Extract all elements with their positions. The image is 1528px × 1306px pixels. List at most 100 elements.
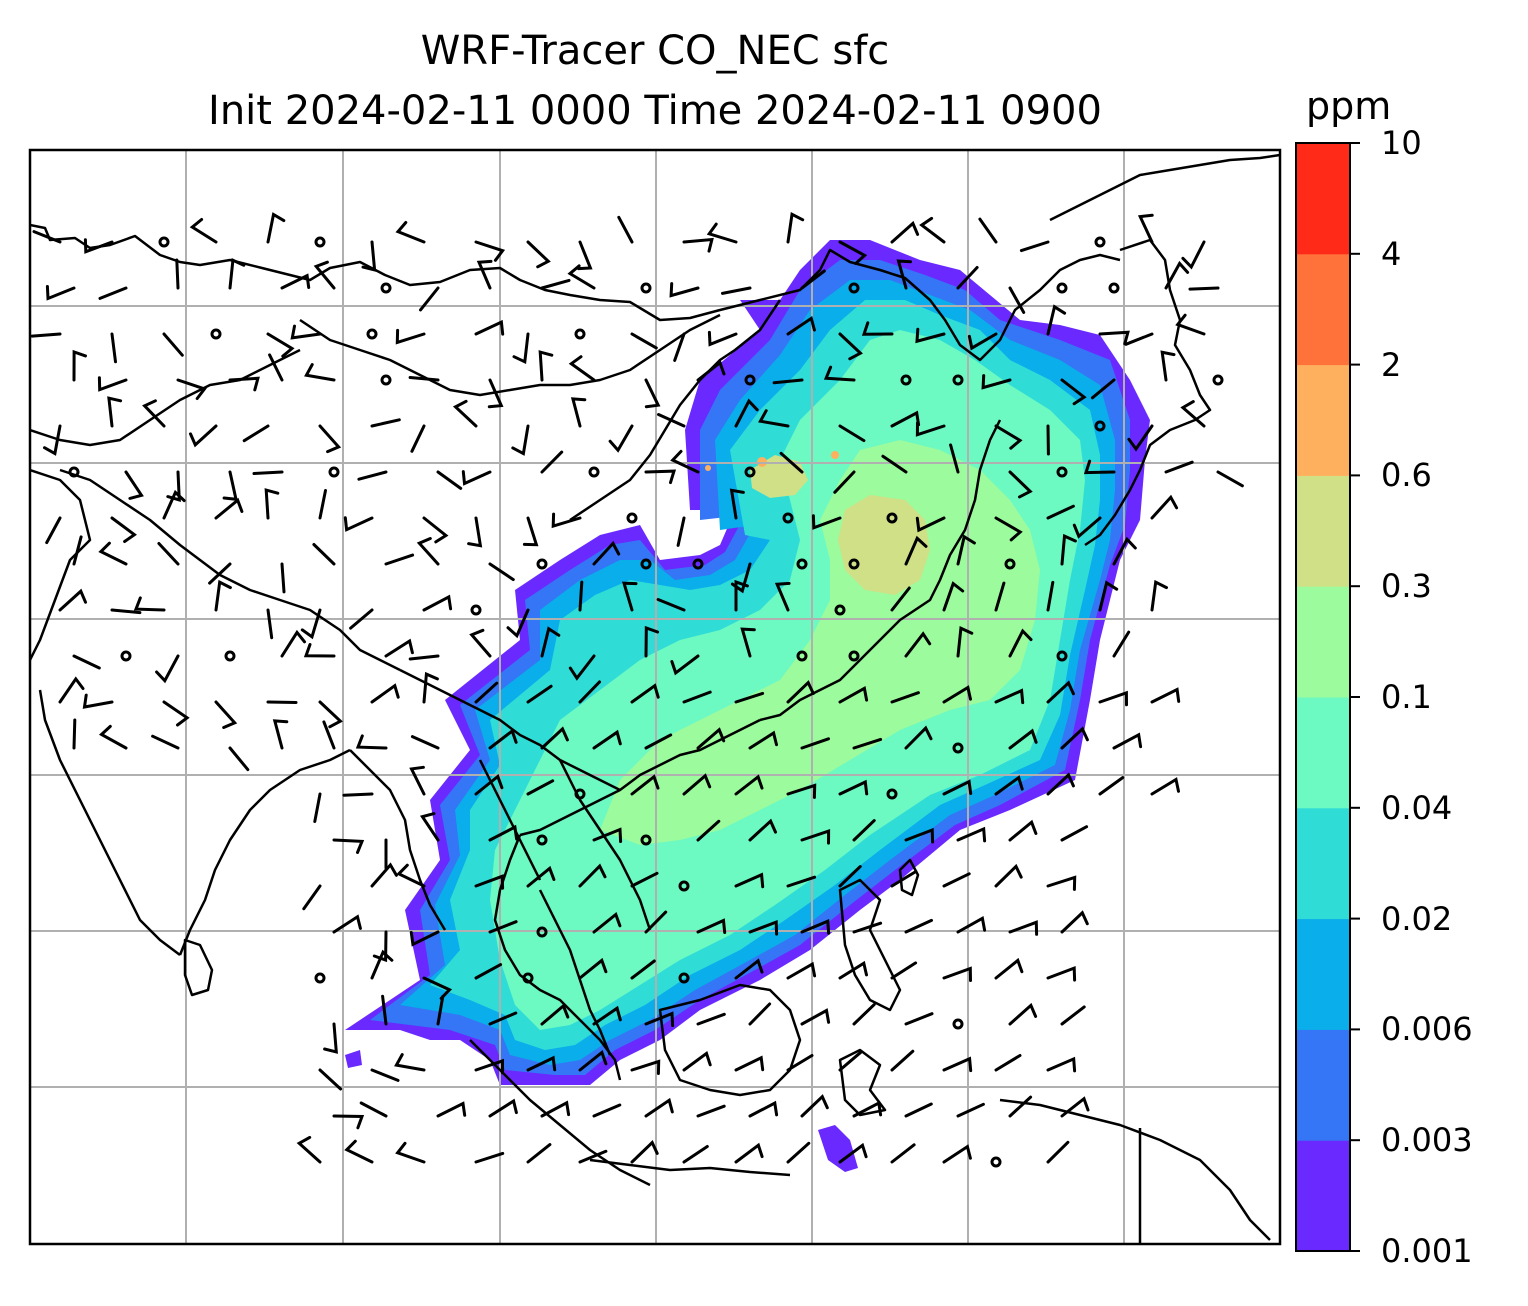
wind-barb bbox=[1175, 313, 1206, 336]
wind-barb bbox=[734, 872, 765, 889]
calm-wind-marker bbox=[574, 788, 586, 800]
wind-barb bbox=[994, 1054, 1022, 1072]
colorbar-segment bbox=[1296, 253, 1350, 366]
wind-barb bbox=[592, 1103, 622, 1118]
wind-barb bbox=[942, 1056, 973, 1073]
wind-barb bbox=[956, 266, 979, 290]
wind-barb bbox=[408, 654, 440, 661]
wind-barb bbox=[994, 581, 1006, 612]
wind-barb bbox=[1046, 1140, 1070, 1164]
wind-barb bbox=[696, 1012, 726, 1026]
calm-wind-marker bbox=[1108, 282, 1120, 294]
calm-wind-marker bbox=[796, 650, 808, 662]
colorbar-tick-label: 0.001 bbox=[1381, 1232, 1473, 1270]
wind-barb bbox=[474, 874, 505, 890]
wind-barb bbox=[110, 516, 137, 543]
wind-barb bbox=[729, 488, 745, 520]
calm-wind-marker bbox=[380, 282, 392, 294]
plume-isolated-patch bbox=[345, 1050, 362, 1068]
wind-barb bbox=[942, 872, 971, 888]
wind-barb bbox=[410, 735, 440, 750]
wind-barb bbox=[162, 489, 186, 520]
wind-barb bbox=[1008, 628, 1033, 658]
wind-barb bbox=[890, 220, 920, 244]
wind-barb bbox=[682, 773, 712, 796]
wind-barb bbox=[786, 680, 815, 704]
wind-barb bbox=[208, 562, 232, 585]
wind-barb bbox=[1216, 470, 1244, 488]
colorbar-unit: ppm bbox=[1306, 84, 1392, 128]
wind-barb bbox=[734, 579, 749, 612]
colorbar-tick-label: 0.02 bbox=[1381, 899, 1453, 938]
wind-barb bbox=[370, 418, 401, 428]
wind-barb bbox=[506, 608, 530, 639]
wind-barb bbox=[1112, 732, 1143, 750]
wind-barb bbox=[1180, 400, 1206, 428]
wind-barb bbox=[800, 919, 831, 935]
coastline-china-south bbox=[519, 718, 761, 837]
plume-isolated-patch bbox=[818, 1125, 858, 1172]
wind-barb bbox=[1046, 680, 1075, 704]
wind-barb bbox=[578, 957, 608, 980]
wind-barb bbox=[1008, 470, 1033, 499]
wind-barb bbox=[904, 827, 935, 844]
wind-barb bbox=[300, 608, 322, 640]
wind-barb bbox=[395, 1141, 426, 1164]
wind-barb bbox=[408, 376, 440, 382]
wind-barb bbox=[1127, 424, 1154, 452]
wind-barb bbox=[967, 332, 998, 351]
calm-wind-marker bbox=[952, 742, 964, 754]
wind-barb bbox=[488, 1011, 518, 1026]
coastline-philippines bbox=[838, 878, 902, 1012]
wind-barb bbox=[370, 1068, 400, 1082]
wind-barb bbox=[214, 497, 244, 520]
map-frame bbox=[28, 148, 1282, 1246]
wind-barb bbox=[266, 608, 274, 640]
wind-barb bbox=[890, 410, 921, 428]
wind-barb bbox=[942, 581, 965, 612]
wind-barb bbox=[280, 629, 306, 658]
wind-barb bbox=[1150, 687, 1181, 704]
wind-barb bbox=[124, 470, 144, 500]
wind-barb bbox=[189, 218, 218, 244]
calm-wind-marker bbox=[380, 374, 392, 386]
wind-barb bbox=[838, 240, 868, 265]
wind-barb bbox=[409, 765, 426, 796]
wind-barb bbox=[469, 628, 492, 658]
wind-barb bbox=[540, 1003, 570, 1026]
wind-barb bbox=[1112, 630, 1131, 658]
wind-barb bbox=[800, 737, 830, 750]
calm-wind-marker bbox=[1056, 650, 1068, 662]
calm-wind-marker bbox=[886, 788, 898, 800]
wind-barb bbox=[1112, 536, 1137, 566]
wind-barb bbox=[1164, 260, 1190, 290]
calm-wind-marker bbox=[366, 328, 378, 340]
wind-barb bbox=[97, 376, 128, 392]
colorbar-segment bbox=[1296, 364, 1350, 476]
wind-barb bbox=[342, 792, 374, 797]
wind-barb bbox=[890, 870, 918, 888]
tracer-plume bbox=[345, 240, 1150, 1172]
wind-barb bbox=[578, 1050, 608, 1072]
wind-barb bbox=[110, 332, 117, 364]
colorbar-segment bbox=[1296, 475, 1350, 587]
wind-barb bbox=[682, 1145, 709, 1164]
wind-barb bbox=[540, 278, 571, 290]
calm-wind-marker bbox=[744, 466, 756, 478]
wind-barb bbox=[157, 542, 180, 566]
wind-barb bbox=[696, 727, 726, 750]
wind-barb bbox=[592, 912, 622, 934]
wind-barb bbox=[838, 865, 862, 888]
wind-barb bbox=[272, 719, 289, 750]
wind-barb bbox=[707, 330, 738, 347]
wind-barb bbox=[1060, 378, 1087, 406]
calm-wind-marker bbox=[900, 374, 912, 386]
wind-barb bbox=[419, 286, 440, 312]
wind-barb bbox=[904, 725, 933, 750]
wind-barb bbox=[748, 818, 777, 842]
wind-barb bbox=[838, 424, 866, 443]
wind-barb bbox=[852, 1003, 876, 1026]
wind-barb bbox=[592, 827, 623, 843]
wind-barb bbox=[1150, 579, 1168, 612]
